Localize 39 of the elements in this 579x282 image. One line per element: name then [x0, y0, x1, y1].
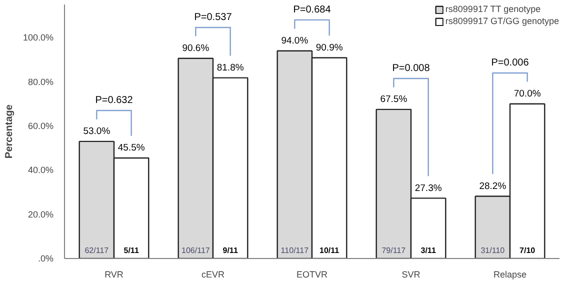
y-axis-title: Percentage — [4, 104, 15, 158]
data-label: 67.5% — [380, 94, 408, 105]
data-label: 94.0% — [281, 35, 309, 46]
data-label: 90.6% — [182, 42, 210, 54]
legend-label: rs8099917 GT/GG genotype — [445, 16, 559, 26]
x-tick-label: RVR — [104, 270, 124, 280]
annotation: 31/110 — [480, 246, 506, 256]
annotation: P=0.632 — [95, 95, 134, 106]
data-label: 53.0% — [83, 126, 111, 138]
data-label: 70.0% — [514, 88, 542, 100]
annotation: 9/11 — [222, 246, 238, 256]
annotation: 5/11 — [124, 246, 140, 256]
annotation: P=0.006 — [491, 58, 530, 69]
y-tick-label: 100.0% — [22, 32, 54, 43]
data-label: 28.2% — [479, 180, 507, 192]
annotation: 62/117 — [84, 246, 110, 256]
annotation: P=0.537 — [194, 12, 232, 24]
data-label: 27.3% — [414, 182, 442, 194]
annotation: 10/11 — [320, 246, 340, 256]
data-label: 45.5% — [118, 142, 146, 154]
data-label: 81.8% — [216, 62, 244, 74]
annotation: 110/117 — [280, 246, 310, 256]
annotation: 3/11 — [420, 246, 436, 256]
annotation: 106/117 — [182, 246, 210, 256]
y-tick-label: .0% — [38, 254, 54, 264]
data-label: 90.9% — [316, 42, 344, 54]
annotation: P=0.008 — [392, 63, 430, 74]
annotation: 7/10 — [520, 246, 536, 256]
y-tick-label: 60.0% — [28, 120, 54, 131]
y-tick-label: 80.0% — [28, 76, 54, 87]
x-tick-label: SVR — [402, 270, 421, 280]
y-tick-label: 40.0% — [28, 165, 54, 176]
legend-label: rs8099917 TT genotype — [445, 4, 541, 14]
x-tick-label: cEVR — [201, 270, 226, 280]
x-tick-label: Relapse — [493, 270, 527, 280]
x-tick-label: EOTVR — [296, 270, 328, 280]
annotation: 79/117 — [382, 246, 406, 256]
y-tick-label: 20.0% — [28, 209, 54, 220]
annotation: P=0.684 — [293, 4, 332, 16]
